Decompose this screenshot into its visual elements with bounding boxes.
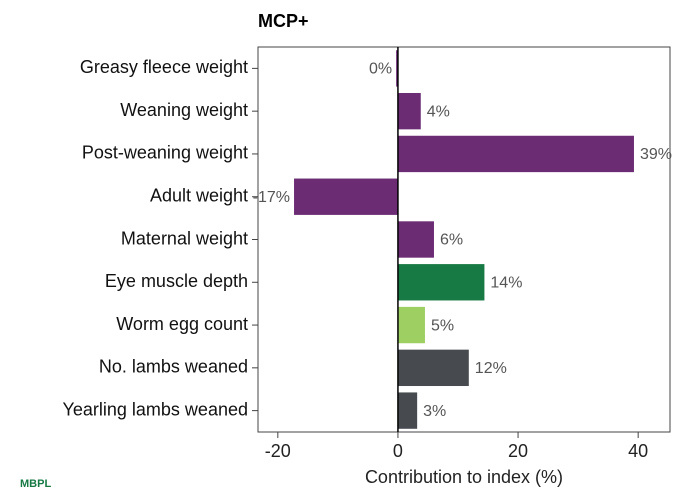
- value-label: 5%: [431, 317, 454, 334]
- bar: [397, 392, 418, 429]
- x-tick-label: 0: [393, 441, 403, 461]
- bar: [397, 221, 434, 258]
- y-tick-label: Yearling lambs weaned: [63, 399, 248, 419]
- bar: [397, 135, 634, 173]
- x-tick-label: -20: [265, 441, 291, 461]
- y-tick-label: Eye muscle depth: [105, 271, 248, 291]
- bar: [397, 92, 421, 130]
- value-label: 14%: [490, 274, 522, 291]
- y-tick-label: Post-weaning weight: [82, 143, 248, 163]
- value-label: 3%: [423, 403, 446, 420]
- value-label: -17%: [253, 189, 290, 206]
- y-tick-label: Weaning weight: [120, 100, 248, 120]
- value-label: 39%: [640, 146, 672, 163]
- value-label: 4%: [427, 103, 450, 120]
- x-tick-label: 20: [508, 441, 528, 461]
- bar: [397, 349, 469, 387]
- value-label: 12%: [475, 360, 507, 377]
- logo: MBPL: [20, 478, 51, 490]
- value-label: 6%: [440, 232, 463, 249]
- x-axis-label: Contribution to index (%): [365, 467, 563, 487]
- x-tick-label: 40: [628, 441, 648, 461]
- bar: [397, 264, 485, 301]
- chart-title: MCP+: [258, 11, 309, 31]
- bar: [294, 178, 398, 215]
- y-tick-label: Adult weight: [150, 185, 248, 205]
- y-tick-label: Maternal weight: [121, 228, 248, 248]
- bar: [396, 50, 398, 87]
- value-label: 0%: [369, 61, 392, 78]
- bar: [397, 306, 425, 344]
- y-tick-label: No. lambs weaned: [99, 357, 248, 377]
- y-tick-label: Greasy fleece weight: [80, 57, 248, 77]
- y-tick-label: Worm egg count: [116, 314, 248, 334]
